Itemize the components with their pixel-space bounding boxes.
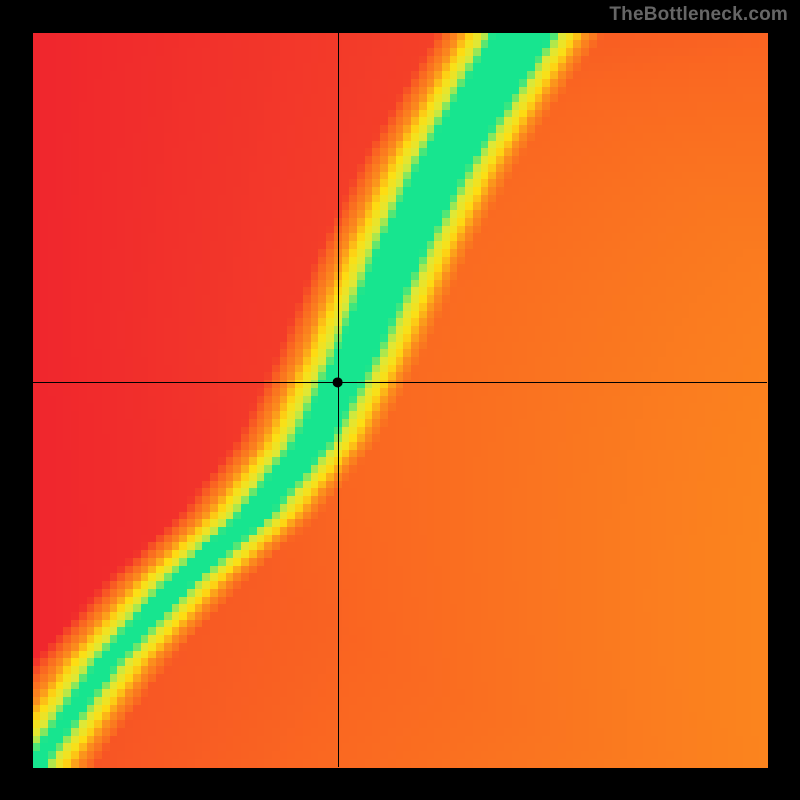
heatmap-plot xyxy=(0,0,800,800)
chart-container: TheBottleneck.com xyxy=(0,0,800,800)
watermark-text: TheBottleneck.com xyxy=(609,4,788,26)
